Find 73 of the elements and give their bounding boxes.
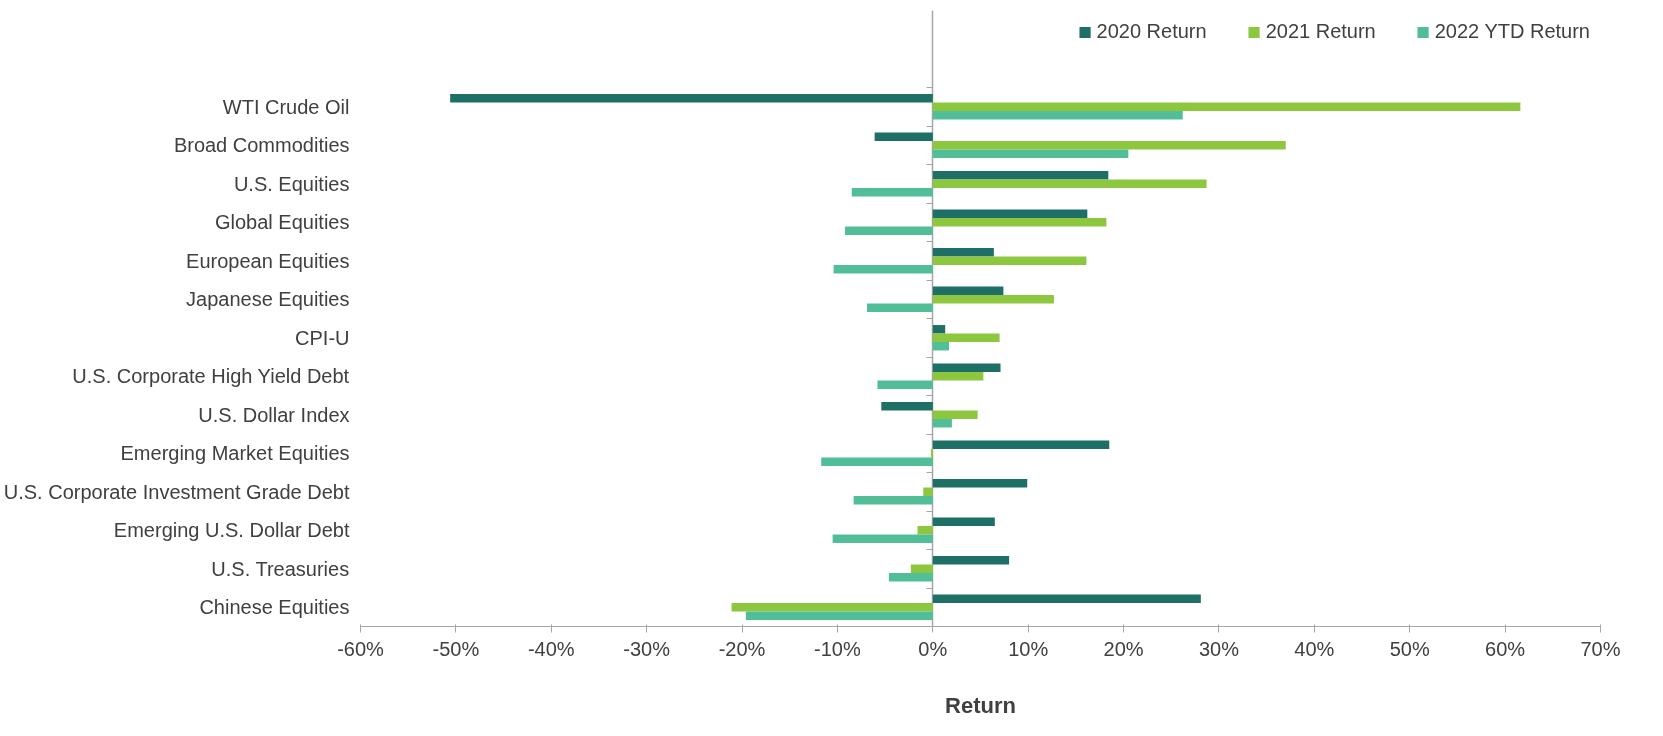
bar: [932, 286, 1004, 296]
bar: [932, 594, 1201, 604]
bar: [845, 226, 933, 235]
bar: [910, 564, 933, 573]
x-tick-label: -50%: [432, 637, 480, 660]
bar: [874, 132, 933, 142]
y-tick-label: CPI-U: [295, 326, 350, 349]
y-tick-label: U.S. Treasuries: [211, 557, 350, 580]
bar: [932, 102, 1521, 111]
bar: [932, 333, 1000, 342]
legend-label: 2021 Return: [1265, 20, 1376, 43]
bar: [833, 264, 933, 274]
bar: [917, 526, 933, 535]
bar: [851, 187, 933, 197]
y-tick-label: WTI Crude Oil: [222, 95, 350, 118]
y-tick-label: U.S. Corporate High Yield Debt: [72, 365, 350, 388]
y-tick-label: Emerging U.S. Dollar Debt: [113, 519, 350, 542]
x-tick-label: 0%: [918, 637, 948, 660]
x-tick-label: 40%: [1294, 637, 1335, 660]
bar: [923, 487, 933, 496]
bar: [932, 418, 952, 428]
bar: [881, 402, 933, 411]
bar: [932, 410, 978, 419]
bar: [932, 110, 1183, 120]
bar: [932, 218, 1107, 227]
bar: [932, 372, 984, 381]
y-tick-label: Emerging Market Equities: [120, 442, 350, 465]
bar: [932, 325, 946, 334]
x-tick-label: -60%: [337, 637, 385, 660]
bar: [932, 556, 1010, 565]
x-tick-label: -30%: [623, 637, 671, 660]
bar: [932, 209, 1088, 219]
x-tick-label: 30%: [1198, 637, 1240, 660]
bar: [932, 141, 1286, 150]
bar: [877, 380, 933, 389]
y-tick-label: Broad Commodities: [173, 134, 350, 157]
bar: [932, 256, 1087, 265]
y-tick-label: European Equities: [186, 249, 350, 272]
bar: [450, 94, 933, 103]
y-tick-label: Global Equities: [214, 211, 350, 234]
x-tick-label: 10%: [1008, 637, 1049, 660]
bar: [932, 171, 1109, 180]
legend-label: 2020 Return: [1096, 20, 1207, 43]
y-tick-label: Chinese Equities: [199, 596, 350, 619]
bar: [832, 534, 933, 543]
legend-label: 2022 YTD Return: [1434, 20, 1590, 43]
bar: [932, 363, 1001, 373]
bar: [932, 479, 1028, 488]
bar: [932, 149, 1129, 158]
y-tick-label: U.S. Dollar Index: [198, 403, 350, 426]
bar: [853, 495, 933, 505]
bar: [745, 611, 933, 620]
x-tick-label: 20%: [1103, 637, 1144, 660]
y-tick-label: U.S. Corporate Investment Grade Debt: [3, 480, 350, 503]
bar: [932, 248, 994, 257]
bar: [888, 572, 933, 582]
bar: [932, 517, 995, 527]
bar: [932, 295, 1054, 304]
x-tick-label: -40%: [527, 637, 575, 660]
x-tick-label: -10%: [814, 637, 861, 660]
bar: [932, 179, 1207, 188]
bar: [866, 303, 933, 312]
x-tick-label: 50%: [1389, 637, 1430, 660]
x-tick-label: -20%: [718, 637, 766, 660]
x-tick-label: 60%: [1485, 637, 1526, 660]
bar: [932, 440, 1110, 450]
bar: [932, 341, 950, 351]
x-tick-label: 70%: [1580, 637, 1621, 660]
bar: [731, 603, 933, 612]
y-tick-label: U.S. Equities: [233, 172, 350, 195]
bar: [821, 457, 933, 466]
x-axis-title: Return: [945, 692, 1016, 718]
y-tick-label: Japanese Equities: [186, 288, 350, 311]
